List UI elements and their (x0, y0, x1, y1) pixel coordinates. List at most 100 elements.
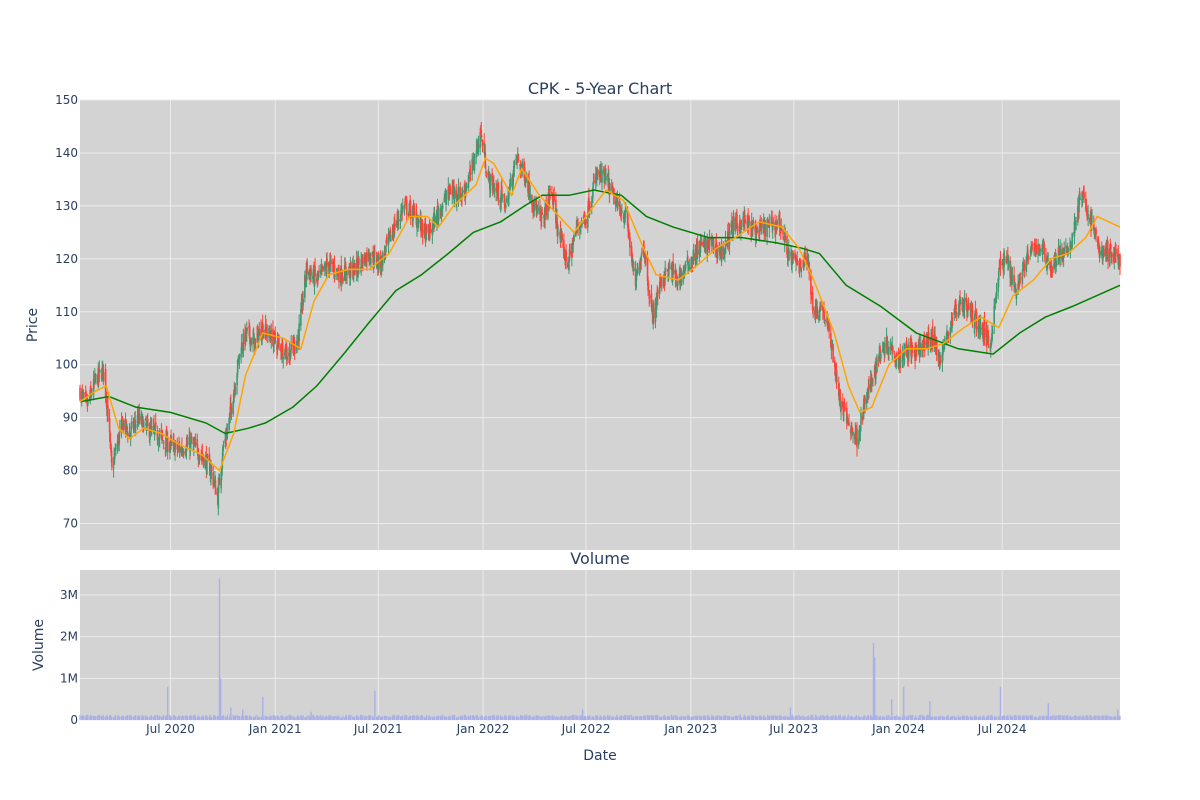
candle-body (886, 336, 888, 351)
candle-body (1042, 242, 1044, 244)
candle-body (308, 271, 310, 276)
candle-body (627, 223, 629, 232)
candle-body (889, 347, 892, 350)
candle-body (138, 413, 141, 421)
candle-body (1019, 272, 1022, 275)
candle-body (1110, 244, 1112, 250)
candle-body (156, 430, 159, 441)
candle-body (491, 174, 493, 182)
candle-body (464, 187, 467, 199)
candle-body (666, 271, 669, 272)
date-x-tick-label: Jul 2022 (561, 722, 611, 736)
candle-body (178, 446, 181, 453)
volume-bar (334, 715, 336, 720)
candle-body (1079, 198, 1081, 200)
volume-bar (485, 715, 488, 720)
candle-body (688, 266, 691, 273)
candle-body (390, 235, 392, 242)
candle-body (234, 386, 237, 395)
candle-body (1017, 283, 1020, 288)
candle-body (158, 433, 161, 439)
candle-body (110, 447, 113, 457)
candle-body (141, 416, 144, 420)
volume-y-tick-label: 0 (70, 713, 78, 727)
candle-body (779, 228, 782, 234)
candle-body (811, 292, 814, 310)
candle-body (456, 198, 458, 203)
volume-bar (553, 715, 555, 720)
candle-body (495, 187, 497, 193)
candle-body (664, 268, 667, 271)
candle-body (702, 241, 705, 247)
candle-body (898, 360, 900, 369)
candle-body (798, 263, 801, 270)
candle-body (101, 367, 104, 380)
volume-y-axis-label: Volume (31, 619, 47, 671)
candle-body (405, 199, 408, 215)
candle-body (358, 258, 360, 265)
candle-body (332, 266, 335, 269)
candle-body (131, 421, 133, 424)
candle-body (226, 430, 229, 433)
candle-body (756, 227, 758, 231)
candle-body (181, 445, 183, 451)
candle-body (256, 334, 258, 336)
candle-body (536, 207, 539, 209)
candle-body (1005, 258, 1007, 263)
candle-body (146, 418, 149, 426)
candle-body (858, 430, 861, 441)
candle-body (1029, 248, 1032, 255)
candle-body (1065, 246, 1067, 249)
candle-body (260, 328, 262, 339)
candle-body (248, 326, 251, 339)
candle-body (782, 228, 784, 235)
candle-body (342, 278, 344, 282)
candle-body (878, 353, 881, 362)
candle-body (343, 265, 346, 281)
candle-body (637, 266, 639, 274)
candle-body (325, 261, 328, 274)
candle-body (273, 332, 275, 345)
volume-bar (928, 715, 930, 720)
candle-body (946, 332, 949, 333)
candle-body (970, 308, 973, 321)
candle-body (993, 303, 996, 310)
short-moving-average-line (79, 157, 1121, 472)
candle-body (228, 417, 230, 430)
volume-bar (971, 717, 974, 720)
candle-body (289, 353, 292, 359)
candle-body (322, 265, 324, 271)
price-y-ticks: 70 80 90 100 110 120 130 140 150 (55, 93, 78, 531)
candle-body (730, 220, 733, 234)
candle-body (818, 315, 820, 321)
candle-body (312, 275, 314, 280)
candle-body (321, 264, 323, 269)
candle-body (107, 405, 109, 422)
candle-body (226, 431, 228, 439)
volume-bar-spike (789, 707, 792, 720)
volume-bar (744, 716, 747, 720)
candle-body (867, 387, 870, 395)
volume-bar (812, 717, 814, 720)
volume-bar (844, 715, 846, 720)
volume-bar (940, 716, 942, 720)
candle-body (417, 221, 420, 223)
volume-bar (1119, 715, 1121, 720)
candle-body (614, 200, 617, 206)
candle-body (489, 174, 492, 194)
volume-bar (1003, 715, 1006, 720)
candle-body (476, 143, 479, 147)
candle-body (512, 166, 515, 175)
candle-body (824, 319, 826, 322)
candle-body (931, 328, 934, 347)
candle-body (641, 252, 643, 254)
candle-body (1103, 249, 1105, 257)
volume-bar (804, 717, 806, 720)
volume-bar (948, 717, 950, 720)
volume-bar-spike (262, 697, 264, 720)
candle-body (384, 252, 386, 255)
candle-body (601, 169, 603, 183)
candle-body (1087, 214, 1089, 219)
volume-bar (103, 716, 105, 720)
